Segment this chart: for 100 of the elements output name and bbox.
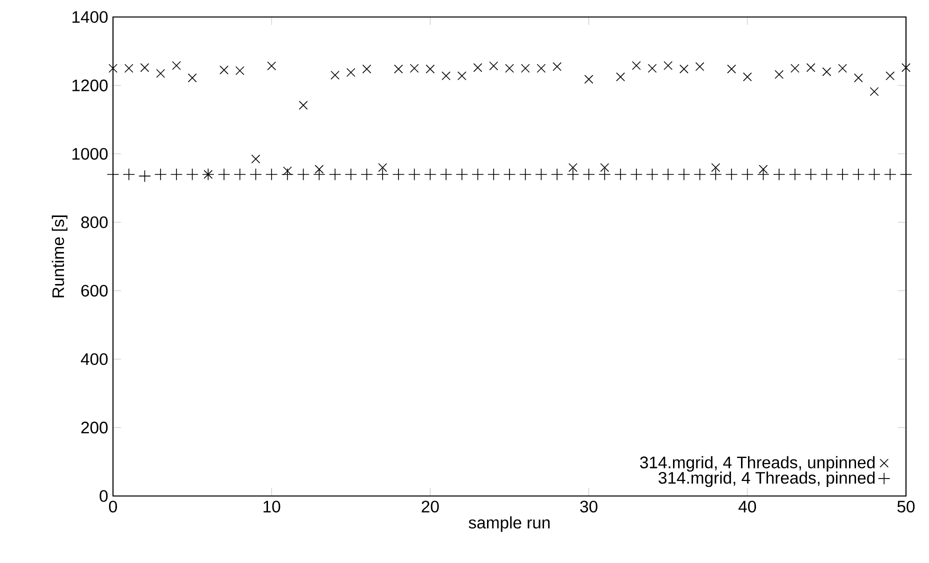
point: [616, 72, 625, 82]
point: [566, 168, 580, 181]
point: [360, 168, 373, 181]
y-tick-label: 800: [81, 216, 108, 228]
point: [741, 168, 754, 181]
point: [646, 168, 658, 181]
point: [346, 68, 356, 77]
x-tick-label: 20: [422, 500, 439, 512]
x-axis-title: sample run: [468, 516, 550, 532]
legend-label: 314.mgrid, 4 Threads, unpinned: [640, 456, 875, 472]
point: [140, 63, 150, 72]
point: [774, 70, 784, 79]
point: [298, 100, 308, 110]
point: [156, 68, 166, 78]
point: [154, 168, 167, 181]
point: [870, 87, 879, 96]
x-tick-label: 0: [109, 500, 117, 512]
point: [122, 168, 135, 181]
point: [313, 168, 326, 181]
point: [440, 168, 452, 181]
point: [680, 64, 688, 74]
point: [218, 168, 230, 181]
point: [614, 168, 627, 181]
point: [124, 64, 134, 73]
point: [234, 168, 246, 181]
point: [108, 64, 118, 73]
point: [694, 168, 706, 181]
point: [838, 64, 848, 73]
point: [852, 168, 865, 181]
point: [868, 168, 880, 181]
point: [568, 163, 578, 172]
point: [710, 168, 722, 181]
point: [362, 64, 372, 74]
point: [727, 64, 736, 74]
point: [220, 66, 228, 74]
point: [186, 168, 198, 181]
point: [457, 71, 466, 80]
point: [505, 64, 514, 73]
point: [552, 62, 562, 72]
point: [489, 61, 498, 70]
point: [488, 168, 500, 181]
point: [392, 168, 405, 181]
point: [344, 168, 358, 181]
point: [725, 168, 738, 181]
point: [188, 73, 197, 82]
point: [600, 163, 610, 172]
point: [772, 168, 786, 181]
y-tick-label: 1000: [72, 148, 108, 160]
point: [376, 168, 389, 181]
y-tick-label: 1400: [72, 11, 108, 23]
legend-label: 314.mgrid, 4 Threads, pinned: [658, 472, 875, 488]
point: [648, 64, 657, 73]
point: [138, 170, 151, 182]
point: [170, 168, 183, 181]
point: [172, 61, 181, 70]
point: [630, 168, 643, 181]
y-tick-label: 600: [81, 284, 108, 297]
point: [410, 64, 419, 73]
point: [662, 168, 674, 181]
x-tick-label: 10: [264, 500, 280, 512]
point: [267, 61, 276, 70]
point: [503, 168, 516, 181]
point: [424, 168, 436, 181]
point: [804, 168, 817, 181]
point: [394, 64, 403, 74]
point: [584, 74, 594, 84]
point: [473, 63, 482, 72]
x-tick-label: 50: [897, 500, 915, 512]
point: [632, 61, 641, 70]
point: [281, 168, 294, 181]
y-tick-label: 0: [100, 490, 108, 502]
point: [711, 163, 720, 172]
point: [598, 168, 611, 181]
point: [235, 66, 244, 76]
point: [884, 168, 896, 181]
x-tick-label: 30: [580, 500, 598, 512]
point: [456, 168, 468, 181]
point: [550, 168, 564, 181]
point: [297, 168, 310, 181]
point: [678, 168, 690, 181]
point: [757, 168, 770, 181]
point: [836, 168, 849, 181]
point: [426, 64, 435, 74]
point: [886, 71, 895, 80]
point: [854, 73, 863, 82]
point: [472, 168, 484, 181]
point: [378, 163, 388, 172]
point: [519, 168, 532, 181]
point: [535, 168, 548, 181]
point: [328, 168, 342, 181]
point: [790, 64, 800, 73]
point: [408, 168, 420, 181]
point: [330, 70, 340, 80]
point: [806, 63, 816, 72]
x-tick-label: 40: [738, 500, 756, 512]
point: [742, 72, 752, 82]
point: [251, 154, 260, 164]
y-tick-label: 1200: [72, 80, 108, 92]
point: [582, 168, 595, 181]
point: [536, 64, 546, 73]
